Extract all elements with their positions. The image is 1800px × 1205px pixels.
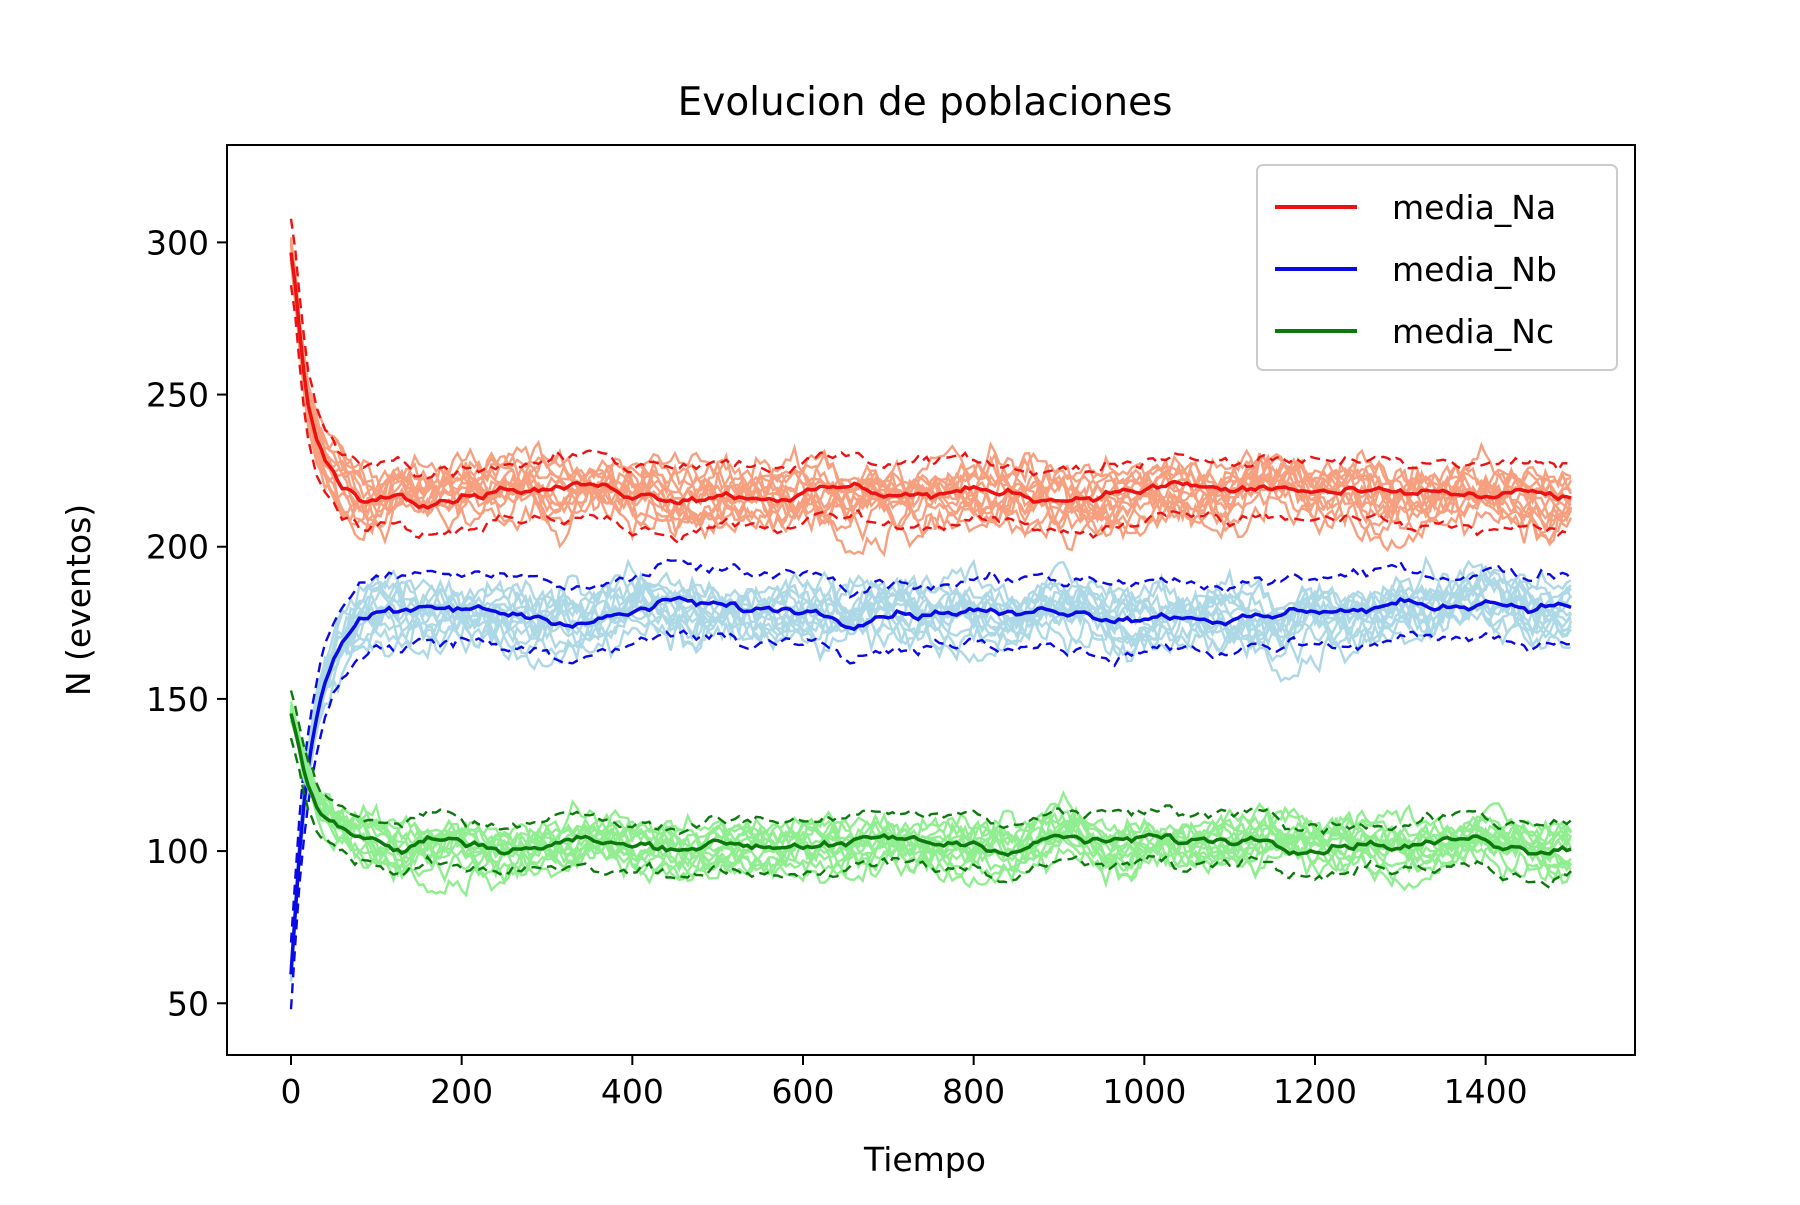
x-tick-label: 600 [772,1072,835,1111]
media-nb-realization-line [289,558,1572,962]
chart-title: Evolucion de poblaciones [678,80,1173,125]
y-tick-label: 50 [167,984,209,1023]
media-nb-upper-band-line [289,558,1572,943]
legend-entry-label: media_Na [1392,188,1556,227]
plot-frame [226,144,1636,1056]
media-nc-mean-line [289,713,1572,858]
x-axis-label: Tiempo [863,1140,986,1179]
media-nc-upper-band-line [289,690,1572,836]
media-na-mean-line [289,252,1572,510]
media-nb-realization-line [289,558,1572,972]
x-tick-label: 1400 [1444,1072,1528,1111]
x-tick-label: 1200 [1273,1072,1357,1111]
media-nb-mean-line [289,595,1572,975]
x-tick-label: 1000 [1102,1072,1186,1111]
x-tick-label: 800 [942,1072,1005,1111]
legend: media_Na media_Nb media_Nc [1256,164,1618,371]
media-nb-realization-line [289,579,1573,973]
media-na-realization-line [289,245,1573,547]
plot-area [289,218,1573,1010]
legend-box [1256,164,1618,371]
media-na-upper-band-line [289,218,1572,480]
media-na-realization-line [289,244,1572,543]
y-tick-label: 100 [146,832,209,871]
x-tick-label: 400 [601,1072,664,1111]
x-tick-label: 200 [430,1072,493,1111]
legend-entry-label: media_Nb [1392,250,1557,289]
y-tick-label: 200 [146,528,209,567]
y-axis-label: N (eventos) [59,504,98,696]
y-tick-label: 250 [146,376,209,415]
media-na-realization-line [289,260,1572,540]
legend-entry-label: media_Nc [1392,312,1554,351]
media-nc-realization-line [289,719,1572,885]
media-na-lower-band-line [289,285,1572,546]
y-tick-label: 150 [146,680,209,719]
media-nc-lower-band-line [289,737,1572,890]
y-tick-label: 300 [146,223,209,262]
media-nb-realization-line [289,575,1573,982]
media-nb-realization-line [289,568,1572,973]
media-nc-realization-line [289,710,1572,884]
media-nb-lower-band-line [289,629,1572,1010]
media-nc-realization-line [289,705,1572,882]
x-tick-label: 0 [281,1072,302,1111]
media-na-realization-line [289,251,1572,542]
